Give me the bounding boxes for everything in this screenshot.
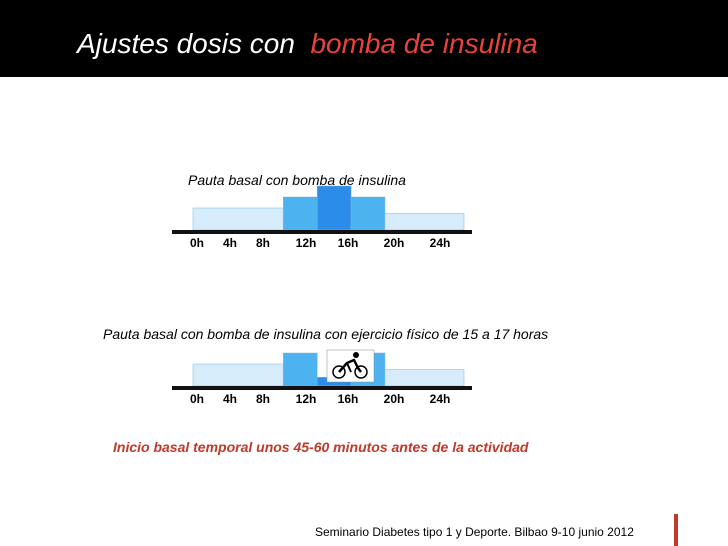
slide-title-accent: bomba de insulina	[310, 28, 538, 59]
tick-label: 12h	[296, 392, 317, 406]
tick-label: 20h	[384, 392, 405, 406]
tick-label: 12h	[296, 236, 317, 250]
tick-label: 24h	[430, 392, 451, 406]
chart-caption-top: Pauta basal con bomba de insulina	[188, 172, 406, 188]
activity-note: Inicio basal temporal unos 45-60 minutos…	[113, 439, 529, 455]
slide-title-main: Ajustes dosis con	[77, 28, 295, 59]
tick-label: 4h	[223, 392, 237, 406]
basal-bar-bottom-4	[384, 369, 465, 387]
basal-bar-bottom-0	[192, 363, 284, 387]
tick-label: 0h	[190, 236, 204, 250]
cyclist-icon	[326, 349, 375, 383]
tick-label: 8h	[256, 236, 270, 250]
footer-text: Seminario Diabetes tipo 1 y Deporte. Bil…	[315, 525, 634, 539]
tick-label: 0h	[190, 392, 204, 406]
basal-bar-top-1	[283, 196, 318, 231]
tick-label: 16h	[338, 236, 359, 250]
tick-label: 24h	[430, 236, 451, 250]
basal-bar-bottom-1	[283, 352, 318, 387]
tick-label: 20h	[384, 236, 405, 250]
footer-accent-mark	[674, 514, 678, 546]
slide-title: Ajustes dosis con bomba de insulina	[77, 26, 538, 62]
tick-label: 8h	[256, 392, 270, 406]
chart-caption-bottom: Pauta basal con bomba de insulina con ej…	[103, 326, 549, 342]
title-bar: Ajustes dosis con bomba de insulina	[0, 0, 728, 77]
tick-label: 16h	[338, 392, 359, 406]
tick-label: 4h	[223, 236, 237, 250]
